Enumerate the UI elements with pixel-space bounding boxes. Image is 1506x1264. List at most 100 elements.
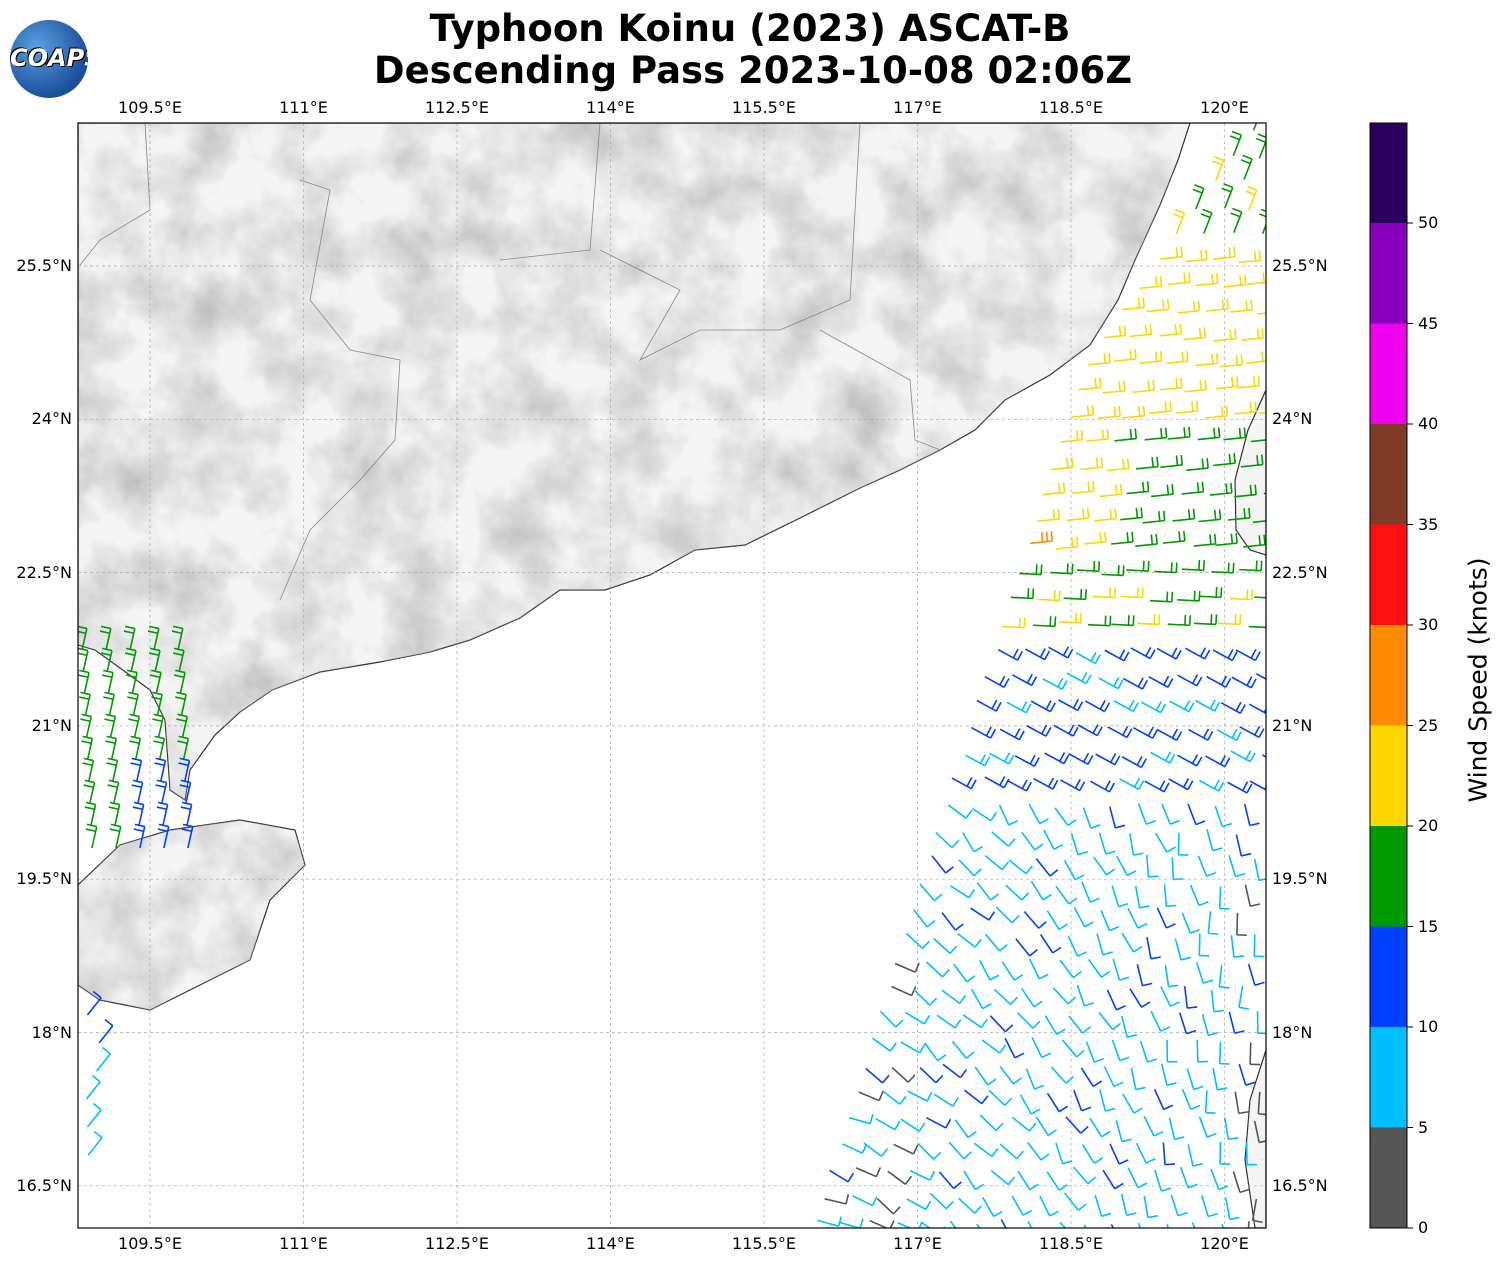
wind-barb xyxy=(1135,456,1159,470)
wind-barb xyxy=(852,1195,878,1207)
wind-barb xyxy=(1196,1039,1208,1063)
wind-barb xyxy=(1183,327,1207,341)
wind-barb xyxy=(917,1142,942,1160)
wind-barb xyxy=(941,989,967,1005)
wind-barb xyxy=(936,1014,962,1029)
wind-barb xyxy=(1122,297,1145,311)
wind-barb xyxy=(976,1223,981,1228)
wind-barb xyxy=(1220,354,1244,368)
wind-barb xyxy=(1239,725,1265,739)
colorbar-tick-label: 5 xyxy=(1418,1117,1429,1137)
wind-barb xyxy=(989,1015,1014,1033)
wind-barb xyxy=(881,1090,907,1105)
wind-barb xyxy=(858,1091,884,1102)
wind-barb xyxy=(1115,1120,1132,1143)
wind-barb xyxy=(1167,426,1191,440)
wind-barb xyxy=(931,855,954,874)
wind-barb xyxy=(1230,299,1253,313)
wind-barb xyxy=(1146,299,1170,313)
taiwan xyxy=(1234,389,1266,556)
wind-barb xyxy=(1164,964,1179,988)
wind-barb xyxy=(1136,964,1153,987)
wind-barb xyxy=(1239,560,1263,572)
wind-barb xyxy=(1143,1115,1164,1137)
wind-barb xyxy=(1094,1195,1112,1218)
wind-barb xyxy=(1066,508,1090,522)
wind-barb xyxy=(1251,1198,1263,1224)
lon-tick-label-bottom: 112.5°E xyxy=(425,1234,489,1253)
wind-barb xyxy=(1199,779,1225,792)
wind-barb xyxy=(949,1220,957,1228)
wind-barb xyxy=(1198,1116,1217,1138)
wind-barb xyxy=(925,961,950,978)
colorbar-tick-label: 45 xyxy=(1418,313,1439,333)
wind-barb xyxy=(1016,1012,1041,1029)
wind-barb xyxy=(1238,250,1262,264)
wind-barb xyxy=(1165,351,1189,365)
wind-barb xyxy=(1085,1041,1105,1064)
wind-barb xyxy=(1035,1116,1058,1136)
wind-barb xyxy=(1238,985,1249,1010)
wind-barb xyxy=(1092,587,1116,599)
wind-barb xyxy=(84,801,97,827)
wind-barb xyxy=(1243,534,1266,548)
wind-barb xyxy=(1063,589,1087,601)
wind-barb xyxy=(920,1221,946,1228)
wind-barb xyxy=(1154,1169,1172,1192)
wind-barb xyxy=(865,1067,890,1084)
wind-barb xyxy=(1044,1015,1066,1036)
wind-barb xyxy=(1218,964,1230,989)
wind-barb xyxy=(848,1113,874,1125)
wind-barb xyxy=(151,691,163,717)
wind-barb xyxy=(988,1089,1013,1106)
wind-barb xyxy=(1011,1195,1033,1216)
wind-barb xyxy=(1060,779,1086,792)
wind-barb xyxy=(1177,832,1189,856)
wind-barb xyxy=(85,823,98,849)
wind-barb xyxy=(124,647,137,673)
wind-barb xyxy=(984,933,1008,952)
wind-barb xyxy=(1025,1068,1045,1090)
wind-barb xyxy=(1160,1063,1177,1087)
wind-barb xyxy=(1186,458,1209,472)
wind-barb xyxy=(1238,1063,1256,1086)
wind-barb xyxy=(1204,1090,1216,1115)
wind-barb xyxy=(984,854,1010,871)
wind-barb xyxy=(1193,533,1217,547)
wind-barb xyxy=(1179,1166,1198,1189)
wind-barb xyxy=(1218,614,1242,626)
wind-barb xyxy=(1089,780,1116,793)
wind-barb xyxy=(1078,377,1102,391)
wind-barb xyxy=(1206,298,1229,312)
wind-barb xyxy=(1253,858,1266,882)
wind-barb xyxy=(1228,855,1246,878)
lat-tick-label-left: 19.5°N xyxy=(16,869,72,889)
wind-barb xyxy=(1129,833,1144,856)
colorbar-tick-label: 35 xyxy=(1418,514,1439,534)
wind-barb xyxy=(78,625,88,651)
wind-barb xyxy=(991,831,1016,847)
wind-barb xyxy=(1101,565,1125,577)
wind-barb xyxy=(1103,1066,1124,1088)
wind-barb xyxy=(993,988,1018,1006)
wind-barb xyxy=(876,1198,901,1215)
wind-barb xyxy=(1037,508,1060,523)
lat-tick-label-left: 22.5°N xyxy=(16,562,72,582)
wind-barb xyxy=(1177,590,1201,602)
wind-barb xyxy=(1253,934,1265,958)
wind-barb xyxy=(1042,482,1066,496)
lon-tick-label-top: 109.5°E xyxy=(118,98,182,117)
wind-barb xyxy=(1114,428,1138,442)
wind-barb xyxy=(1006,701,1032,714)
lon-tick-label-top: 115.5°E xyxy=(732,98,796,117)
lon-tick-label-top: 112.5°E xyxy=(425,98,489,117)
wind-barb xyxy=(1230,207,1243,233)
wind-barb xyxy=(78,669,90,695)
wind-barb xyxy=(1004,1037,1025,1059)
wind-barb xyxy=(1005,884,1030,901)
wind-barb xyxy=(891,985,917,997)
wind-barb xyxy=(913,989,938,1006)
wind-barb xyxy=(958,859,982,877)
wind-barb xyxy=(1212,1068,1228,1091)
wind-barb xyxy=(102,669,114,695)
